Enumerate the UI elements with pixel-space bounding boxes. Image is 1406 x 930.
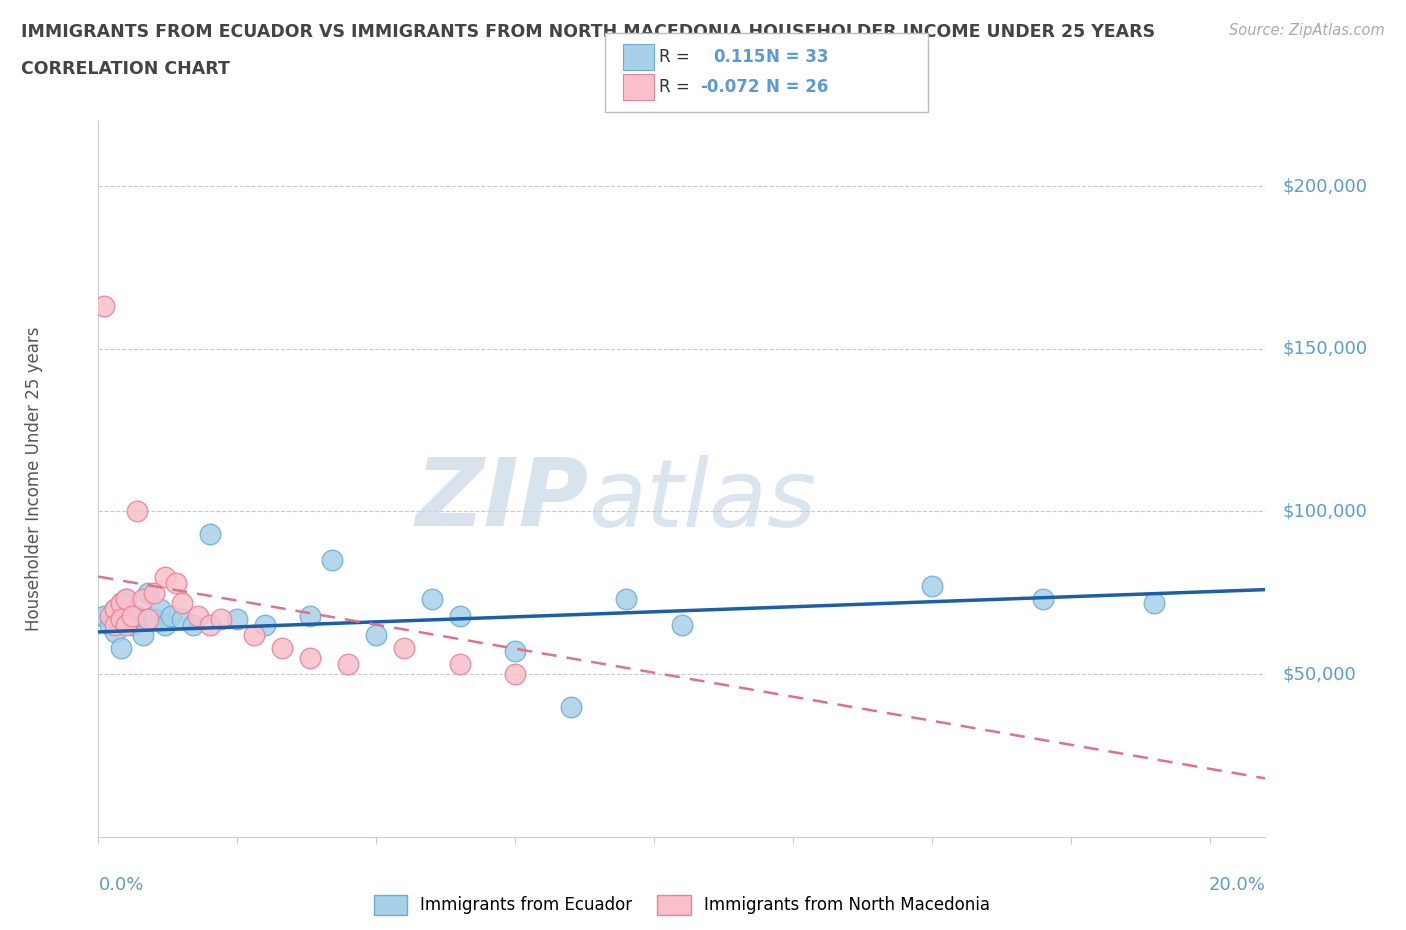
Point bbox=[181, 618, 204, 633]
Text: 20.0%: 20.0% bbox=[1209, 876, 1265, 895]
Point bbox=[321, 552, 343, 567]
Point bbox=[110, 641, 132, 656]
Point bbox=[1143, 595, 1166, 610]
Point bbox=[104, 625, 127, 640]
Point bbox=[104, 618, 127, 633]
Point bbox=[110, 595, 132, 610]
Point bbox=[671, 618, 693, 633]
Point bbox=[449, 658, 471, 672]
Text: 0.0%: 0.0% bbox=[98, 876, 143, 895]
Point bbox=[1032, 592, 1054, 607]
Point bbox=[104, 602, 127, 617]
Point bbox=[98, 608, 121, 623]
Point bbox=[121, 608, 143, 623]
Point bbox=[93, 299, 115, 314]
Point bbox=[503, 667, 526, 682]
Point bbox=[110, 595, 132, 610]
Text: $200,000: $200,000 bbox=[1282, 177, 1368, 195]
Point bbox=[93, 608, 115, 623]
Text: R =: R = bbox=[659, 78, 696, 97]
Point bbox=[138, 586, 160, 601]
Point bbox=[115, 612, 138, 627]
Text: N = 26: N = 26 bbox=[766, 78, 828, 97]
Text: -0.072: -0.072 bbox=[700, 78, 759, 97]
Point bbox=[298, 608, 321, 623]
Point bbox=[560, 699, 582, 714]
Point bbox=[143, 612, 166, 627]
Text: CORRELATION CHART: CORRELATION CHART bbox=[21, 60, 231, 78]
Text: IMMIGRANTS FROM ECUADOR VS IMMIGRANTS FROM NORTH MACEDONIA HOUSEHOLDER INCOME UN: IMMIGRANTS FROM ECUADOR VS IMMIGRANTS FR… bbox=[21, 23, 1156, 41]
Point bbox=[153, 618, 176, 633]
Point bbox=[110, 612, 132, 627]
Text: $150,000: $150,000 bbox=[1282, 339, 1368, 358]
Point bbox=[392, 641, 415, 656]
Text: Source: ZipAtlas.com: Source: ZipAtlas.com bbox=[1229, 23, 1385, 38]
Point bbox=[170, 595, 193, 610]
Point bbox=[209, 612, 232, 627]
Text: $100,000: $100,000 bbox=[1282, 502, 1368, 521]
Point bbox=[98, 618, 121, 633]
Text: $50,000: $50,000 bbox=[1282, 665, 1357, 684]
Point bbox=[243, 628, 266, 643]
Text: ZIP: ZIP bbox=[416, 455, 589, 547]
Point bbox=[187, 608, 209, 623]
Point bbox=[270, 641, 292, 656]
Text: atlas: atlas bbox=[589, 455, 817, 546]
Point bbox=[254, 618, 277, 633]
Point bbox=[337, 658, 360, 672]
Point bbox=[165, 576, 187, 591]
Point bbox=[132, 592, 155, 607]
Point bbox=[198, 618, 221, 633]
Point bbox=[143, 586, 166, 601]
Point bbox=[159, 608, 181, 623]
Point bbox=[127, 608, 149, 623]
Point bbox=[921, 578, 943, 594]
Text: 0.115: 0.115 bbox=[713, 47, 765, 66]
Point bbox=[420, 592, 443, 607]
Text: Householder Income Under 25 years: Householder Income Under 25 years bbox=[25, 326, 44, 631]
Point bbox=[449, 608, 471, 623]
Point bbox=[148, 602, 170, 617]
Point bbox=[115, 618, 138, 633]
Point bbox=[132, 628, 155, 643]
Point bbox=[104, 602, 127, 617]
Point bbox=[366, 628, 388, 643]
Point bbox=[170, 612, 193, 627]
Point bbox=[226, 612, 249, 627]
Point bbox=[121, 618, 143, 633]
Point bbox=[198, 526, 221, 541]
Point bbox=[614, 592, 637, 607]
Point bbox=[115, 592, 138, 607]
Point bbox=[153, 569, 176, 584]
Point bbox=[115, 592, 138, 607]
Legend: Immigrants from Ecuador, Immigrants from North Macedonia: Immigrants from Ecuador, Immigrants from… bbox=[367, 888, 997, 922]
Text: R =: R = bbox=[659, 47, 700, 66]
Point bbox=[298, 651, 321, 666]
Text: N = 33: N = 33 bbox=[766, 47, 828, 66]
Point bbox=[127, 504, 149, 519]
Point bbox=[138, 612, 160, 627]
Point bbox=[503, 644, 526, 658]
